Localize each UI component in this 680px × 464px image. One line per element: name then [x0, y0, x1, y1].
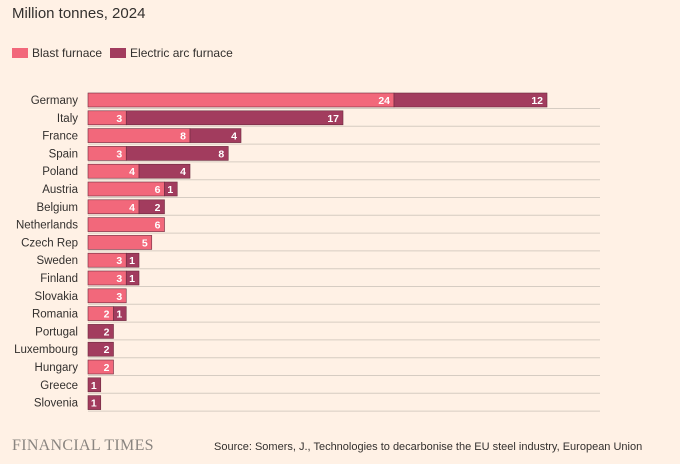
bar-electric-arc-furnace-france: [189, 128, 242, 143]
data-label-electric-arc-furnace-germany: 12: [531, 95, 543, 107]
bar-blast-furnace-czech-rep: [87, 235, 153, 250]
legend-label-electric-arc-furnace: Electric arc furnace: [130, 46, 233, 60]
data-label-blast-furnace-netherlands: 6: [155, 220, 161, 232]
data-label-blast-furnace-spain: 3: [116, 148, 122, 160]
data-label-blast-furnace-finland: 3: [116, 273, 122, 285]
bar-blast-furnace-france: [87, 128, 191, 143]
bar-blast-furnace-germany: [87, 92, 395, 108]
bar-electric-arc-furnace-slovenia: [87, 395, 102, 410]
data-label-blast-furnace-sweden: 3: [116, 255, 122, 267]
category-label-slovenia: Slovenia: [34, 398, 79, 410]
data-label-blast-furnace-italy: 3: [116, 113, 122, 125]
data-label-electric-arc-furnace-luxembourg: 2: [104, 344, 110, 356]
data-label-blast-furnace-austria: 6: [155, 184, 161, 196]
data-label-blast-furnace-slovakia: 3: [116, 291, 122, 303]
bar-blast-furnace-netherlands: [87, 217, 165, 232]
legend-swatch-electric-arc-furnace: [110, 48, 127, 58]
data-label-electric-arc-furnace-italy: 17: [327, 113, 339, 125]
bar-electric-arc-furnace-austria: [164, 181, 178, 197]
bar-electric-arc-furnace-belgium: [138, 199, 165, 215]
category-label-greece: Greece: [40, 380, 78, 392]
bar-electric-arc-furnace-germany: [393, 92, 548, 108]
bar-blast-furnace-slovakia: [87, 288, 127, 304]
bar-electric-arc-furnace-luxembourg: [87, 341, 114, 357]
data-label-electric-arc-furnace-sweden: 1: [129, 255, 135, 267]
data-label-electric-arc-furnace-spain: 8: [218, 148, 224, 160]
category-label-spain: Spain: [49, 148, 78, 160]
data-label-blast-furnace-poland: 4: [129, 166, 135, 178]
data-label-blast-furnace-romania: 2: [104, 309, 110, 321]
bar-electric-arc-furnace-spain: [125, 146, 229, 161]
data-label-electric-arc-furnace-greece: 1: [91, 380, 97, 392]
category-label-germany: Germany: [31, 95, 79, 107]
source-note: Source: Somers, J., Technologies to deca…: [214, 441, 643, 453]
bar-blast-furnace-romania: [87, 306, 114, 321]
category-label-portugal: Portugal: [35, 326, 78, 338]
data-label-blast-furnace-france: 8: [180, 131, 186, 143]
bar-electric-arc-furnace-sweden: [125, 252, 140, 268]
bar-electric-arc-furnace-greece: [87, 377, 102, 393]
category-label-france: France: [42, 131, 78, 143]
legend-item-blast-furnace: Blast furnace: [12, 46, 102, 60]
category-label-austria: Austria: [42, 184, 78, 196]
data-label-blast-furnace-belgium: 4: [129, 202, 135, 214]
data-label-electric-arc-furnace-slovenia: 1: [91, 398, 97, 410]
data-label-electric-arc-furnace-portugal: 2: [104, 326, 110, 338]
bar-electric-arc-furnace-poland: [138, 163, 191, 179]
category-label-czech-rep: Czech Rep: [21, 237, 78, 249]
bar-electric-arc-furnace-finland: [125, 270, 140, 286]
category-label-netherlands: Netherlands: [16, 220, 78, 232]
category-label-sweden: Sweden: [36, 255, 78, 267]
legend-swatch-blast-furnace: [12, 48, 28, 58]
data-label-blast-furnace-hungary: 2: [104, 362, 110, 374]
ft-logo: FINANCIAL TIMES: [12, 437, 154, 454]
legend-label-blast-furnace: Blast furnace: [32, 46, 103, 60]
data-label-electric-arc-furnace-france: 4: [231, 131, 237, 143]
category-label-romania: Romania: [32, 309, 79, 321]
data-label-blast-furnace-czech-rep: 5: [142, 237, 148, 249]
data-label-electric-arc-furnace-belgium: 2: [155, 202, 161, 214]
bar-electric-arc-furnace-romania: [113, 306, 127, 321]
data-label-electric-arc-furnace-poland: 4: [180, 166, 186, 178]
bar-electric-arc-furnace-italy: [125, 110, 344, 126]
data-label-electric-arc-furnace-romania: 1: [116, 309, 122, 321]
bar-blast-furnace-austria: [87, 181, 165, 197]
category-label-luxembourg: Luxembourg: [14, 344, 78, 356]
category-label-poland: Poland: [42, 166, 78, 178]
legend: Blast furnace Electric arc furnace: [12, 46, 241, 60]
category-label-italy: Italy: [57, 113, 78, 125]
legend-item-electric-arc-furnace: Electric arc furnace: [110, 46, 233, 60]
data-label-electric-arc-furnace-austria: 1: [167, 184, 173, 196]
category-label-finland: Finland: [40, 273, 78, 285]
category-label-belgium: Belgium: [36, 202, 78, 214]
bar-blast-furnace-hungary: [87, 359, 114, 375]
category-label-hungary: Hungary: [35, 362, 79, 374]
data-label-electric-arc-furnace-finland: 1: [129, 273, 135, 285]
bar-electric-arc-furnace-portugal: [87, 324, 114, 339]
data-label-blast-furnace-germany: 24: [378, 95, 390, 107]
category-label-slovakia: Slovakia: [35, 291, 79, 303]
chart-subtitle: Million tonnes, 2024: [12, 5, 146, 22]
